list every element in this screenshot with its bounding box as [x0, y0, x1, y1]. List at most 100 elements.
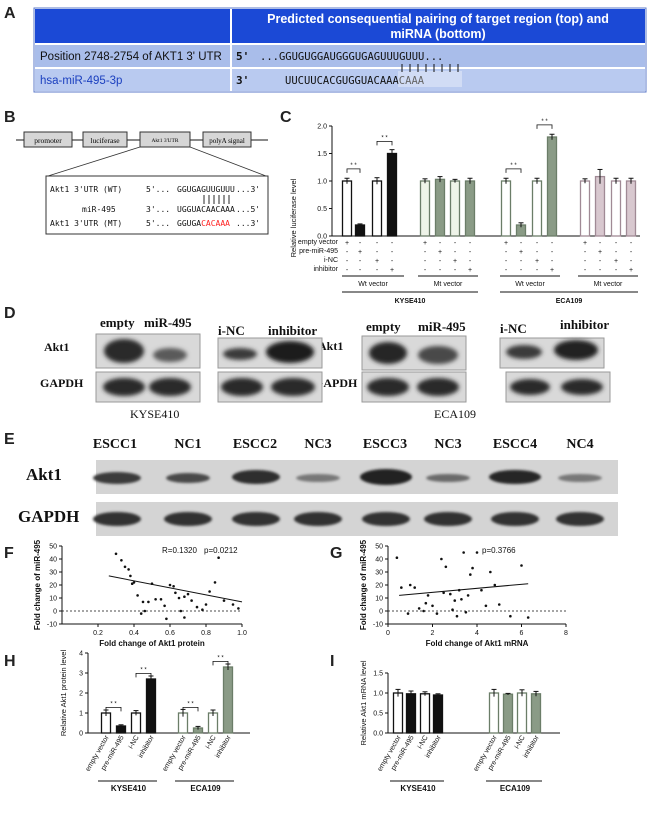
panel-f-point-5 [130, 582, 134, 585]
panel-b-box-polya [202, 131, 252, 148]
panel-g-y-tick-label-0: -10 [373, 622, 383, 629]
panel-c-bar-14 [610, 180, 622, 237]
panel-f-point-11 [154, 598, 157, 601]
panel-e-lane-7: NC4 [566, 437, 593, 452]
panel-f-x-tick-label-4: 1.0 [237, 630, 247, 637]
panel-e-lane-6: ESCC4 [493, 437, 537, 452]
panel-c-mark-2-1-0: - [505, 249, 508, 256]
panel-d-right-row-akt1: Akt1 [318, 339, 343, 353]
panel-d-right-label-inhibitor: inhibitor [560, 317, 609, 332]
panel-c-mark-3-1-0: - [584, 249, 587, 256]
panel-c-mark-1-2-2: + [453, 258, 457, 265]
panel-c-group-label-1: Mt vector [434, 281, 463, 288]
panel-c-mark-0-3-1: - [359, 267, 362, 274]
panel-c-mark-0-1-2: - [376, 249, 379, 256]
panel-g-y-tick-label-5: 40 [375, 557, 383, 564]
panel-e-lane-3: NC3 [304, 437, 331, 452]
panel-c-mark-3-2-3: - [630, 258, 633, 265]
panel-letter-f: F [4, 545, 14, 562]
panel-c-mark-2-2-2: + [535, 258, 539, 265]
band-e-akt1-1 [166, 473, 210, 483]
panel-g-y-tick-label-4: 30 [375, 570, 383, 577]
panel-c-bar-8 [500, 180, 512, 237]
panel-f-point-31 [132, 581, 136, 584]
panel-c-mark-0-0-2: - [376, 240, 379, 247]
panel-a-row2-right [232, 69, 645, 91]
band-d4-akt1-inc [506, 345, 542, 359]
panel-i-bar-0 [392, 692, 404, 734]
panel-g-point-16 [469, 573, 472, 576]
panel-e-lane-0: ESCC1 [93, 437, 137, 452]
panel-d-left-label-empty: empty [100, 315, 135, 330]
panel-b: promoter luciferase Akt1 3'UTR polyA sig… [16, 131, 269, 235]
panel-c-mark-1-0-0: + [423, 240, 427, 247]
panel-e-lane-4: ESCC3 [363, 437, 407, 452]
panel-f-x-tick-label-1: 0.4 [129, 630, 139, 637]
panel-c-mark-0-1-3: - [391, 249, 394, 256]
panel-g-point-6 [431, 604, 434, 608]
panel-g-point-17 [471, 566, 474, 570]
panel-f-ylabel: Fold change of miR-495 [33, 539, 42, 630]
panel-g-point-33 [424, 601, 428, 605]
panel-f-point-19 [183, 595, 186, 598]
panel-h-ylabel: Relative Akt1 protein level [59, 650, 68, 737]
panel-b-wt-3prime: ...3' [236, 185, 260, 194]
panel-c-mark-2-3-2: - [536, 267, 539, 274]
panel-c-y-tick-label-4: 2.0 [317, 124, 327, 131]
panel-c-mark-2-0-0: + [504, 240, 508, 247]
panel-b-mt-5prime: 5'... [146, 219, 170, 228]
panel-a-pairing-lines [401, 64, 459, 72]
panel-c-bracket-1 [376, 140, 393, 146]
band-e-gapdh-1 [164, 512, 212, 526]
panel-f-point-27 [217, 556, 220, 559]
panel-d-cell-kyse410: KYSE410 [130, 407, 179, 421]
panel-g-point-22 [497, 603, 501, 606]
panel-f-y-tick-label-0: -10 [47, 622, 57, 629]
band-d3-akt1-mir [418, 346, 458, 364]
panel-c-mark-3-3-0: - [584, 267, 587, 274]
panel-h-bar-2 [130, 712, 142, 734]
panel-c-mark-0-0-1: - [359, 240, 362, 247]
panel-h-bracket-3 [212, 661, 229, 666]
panel-d-right-label-empty: empty [366, 319, 401, 334]
panel-f-point-21 [190, 599, 193, 602]
panel-g-x-tick-label-3: 6 [520, 630, 524, 637]
panel-i-cell-label-0: KYSE410 [400, 784, 436, 793]
panel-c-ylabel: Relative luciferase level [289, 178, 298, 257]
panel-g-point-3 [413, 586, 417, 589]
panel-d-blots [95, 333, 611, 403]
panel-i-bar-5 [502, 693, 514, 734]
panel-f-point-26 [213, 581, 217, 584]
panel-f-point-23 [201, 608, 204, 611]
panel-c-mark-0-3-2: - [376, 267, 379, 274]
panel-b-mt-3prime: ...3' [236, 219, 260, 228]
panel-f-chart: -10 0 10 20 30 40 50 0.2 0.4 0.6 0.8 1.0 Fold change… [33, 539, 247, 648]
panel-c-mark-0-0-3: - [391, 240, 394, 247]
panel-b-box-luciferase [82, 131, 128, 148]
panel-c-mark-2-2-3: - [551, 258, 554, 265]
panel-f-point-17 [174, 591, 177, 595]
panel-c-y-tick-label-1: 0.5 [317, 206, 327, 213]
panel-c-bar-6 [449, 180, 461, 237]
panel-c-mark-3-1-1: + [598, 249, 602, 256]
panel-g-point-31 [406, 612, 410, 615]
band-e-gapdh-0 [93, 512, 141, 526]
panel-g-point-0 [395, 556, 399, 559]
panel-c-mark-2-1-3: - [551, 249, 554, 256]
panel-c-mark-2-2-0: - [505, 258, 508, 265]
panel-f-x-tick-label-0: 0.2 [93, 630, 103, 637]
panel-f-point-0 [114, 552, 118, 556]
panel-c-sig-2: * * [510, 163, 517, 169]
panel-c-mark-1-3-3: + [468, 267, 472, 274]
panel-e-lane-5: NC3 [434, 437, 461, 452]
panel-c-mark-1-3-0: - [424, 267, 427, 274]
panel-c-mark-0-3-0: - [346, 267, 349, 274]
panel-a-site-highlight [398, 71, 462, 87]
panel-c-mark-3-2-2: + [614, 258, 618, 265]
panel-d-left-row-akt1: Akt1 [44, 340, 69, 354]
panel-letter-g: G [330, 545, 342, 562]
panel-c-bracket-3 [536, 124, 553, 129]
panel-f-stat-p: p=0.0212 [204, 546, 238, 555]
panel-g-point-2 [408, 583, 412, 587]
panel-f-y-tick-label-4: 30 [49, 570, 57, 577]
